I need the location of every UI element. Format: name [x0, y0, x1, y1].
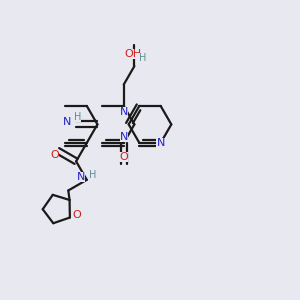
Text: O: O: [50, 150, 59, 160]
Text: O: O: [72, 209, 81, 220]
Text: H: H: [89, 170, 96, 180]
Text: N: N: [76, 172, 85, 182]
Text: N: N: [157, 138, 165, 148]
Text: OH: OH: [124, 49, 142, 59]
Text: N: N: [119, 132, 128, 142]
Text: O: O: [119, 152, 128, 162]
Text: N: N: [119, 107, 128, 117]
Text: H: H: [74, 112, 81, 122]
Text: N: N: [63, 117, 71, 127]
Text: H: H: [139, 52, 146, 63]
